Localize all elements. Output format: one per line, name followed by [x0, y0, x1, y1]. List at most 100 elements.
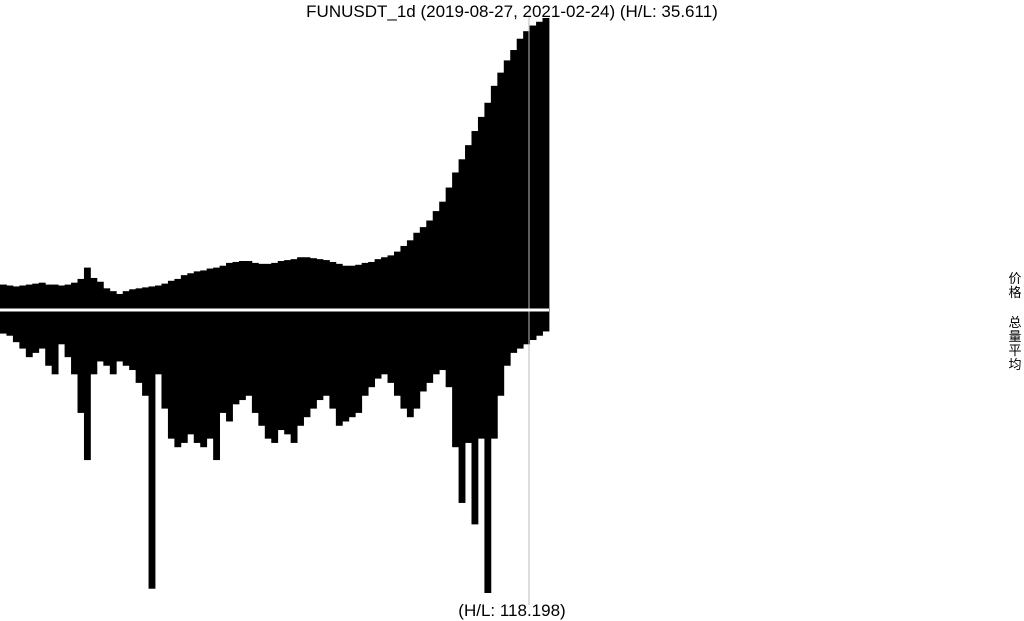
volume-bar — [51, 310, 59, 375]
price-bar — [284, 260, 292, 310]
price-bar — [96, 281, 104, 310]
price-bar — [303, 257, 311, 310]
volume-bar — [258, 310, 266, 426]
volume-bar — [200, 310, 208, 448]
volume-series — [0, 310, 550, 593]
price-bar — [406, 240, 414, 310]
volume-bar — [297, 310, 304, 426]
volume-bar — [419, 310, 427, 392]
price-bar — [477, 116, 485, 311]
volume-bar — [542, 310, 550, 332]
volume-bar — [167, 310, 175, 439]
price-bar — [25, 284, 33, 310]
price-bar — [19, 285, 27, 310]
volume-bar — [329, 310, 337, 409]
volume-bar — [290, 310, 298, 443]
price-bar — [342, 265, 350, 310]
price-bar — [400, 245, 408, 310]
price-bar — [58, 285, 65, 310]
volume-bar — [477, 310, 485, 439]
volume-bar — [135, 310, 143, 383]
volume-bar — [116, 310, 124, 362]
price-bar — [393, 251, 401, 310]
volume-bar — [348, 310, 356, 418]
volume-bar — [129, 310, 137, 371]
price-bar — [536, 21, 543, 311]
price-bar — [510, 50, 518, 310]
volume-bar — [458, 310, 466, 503]
volume-bar — [497, 310, 505, 396]
price-bar — [116, 293, 124, 310]
price-bar — [38, 282, 46, 310]
price-bar — [381, 257, 388, 310]
volume-bar — [174, 310, 182, 448]
price-bar — [290, 259, 298, 310]
price-bar — [51, 284, 59, 310]
volume-bar — [83, 310, 91, 461]
price-bar — [277, 261, 285, 310]
volume-bar — [471, 310, 479, 525]
volume-bar — [58, 310, 65, 345]
volume-bar — [426, 310, 434, 383]
price-bar — [503, 60, 511, 310]
volume-bar — [490, 310, 498, 439]
volume-bar — [374, 310, 382, 379]
price-bar — [374, 259, 382, 310]
volume-bar — [32, 310, 40, 353]
price-bar — [497, 72, 505, 310]
price-bar — [271, 262, 279, 310]
volume-bar — [393, 310, 401, 396]
volume-bar — [109, 310, 117, 375]
price-bar — [387, 255, 395, 310]
price-bar — [200, 270, 208, 310]
volume-bar — [77, 310, 85, 413]
volume-bar — [452, 310, 459, 448]
volume-bar — [484, 310, 492, 593]
volume-bar — [264, 310, 272, 439]
price-bar — [83, 267, 91, 310]
price-bar — [264, 263, 272, 310]
price-bar — [329, 261, 337, 310]
volume-bar — [245, 310, 253, 396]
volume-bar — [277, 310, 285, 431]
price-bar — [90, 277, 98, 310]
volume-bar — [381, 310, 388, 375]
volume-bar — [161, 310, 169, 409]
volume-bar — [38, 310, 46, 349]
volume-bar — [64, 310, 72, 358]
price-bar — [316, 259, 324, 310]
volume-bar — [193, 310, 201, 443]
volume-hl-label: (H/L: 118.198) — [458, 601, 566, 620]
volume-bar — [6, 310, 14, 336]
price-bar — [232, 261, 240, 310]
price-bar — [471, 131, 479, 310]
price-bar — [238, 261, 246, 310]
price-bar — [226, 262, 233, 310]
volume-bar — [284, 310, 292, 435]
price-bar — [335, 263, 343, 310]
price-bar — [77, 278, 85, 310]
volume-bar — [25, 310, 33, 358]
volume-bar — [19, 310, 27, 349]
price-bar — [310, 258, 317, 310]
volume-bar — [361, 310, 369, 396]
price-bar — [426, 220, 434, 310]
volume-bar — [523, 310, 531, 345]
price-bar — [109, 291, 117, 310]
price-bar — [122, 291, 130, 310]
price-bar — [129, 289, 137, 310]
price-bar — [484, 102, 492, 311]
price-bar — [445, 187, 453, 310]
volume-bar — [219, 310, 227, 413]
price-series — [0, 18, 550, 311]
volume-bar — [439, 310, 447, 371]
volume-bar — [503, 310, 511, 366]
volume-bar — [142, 310, 149, 396]
volume-bar — [355, 310, 363, 413]
price-bar — [219, 265, 227, 310]
price-bar — [213, 267, 220, 310]
price-bar — [174, 278, 182, 310]
price-bar — [413, 232, 421, 310]
price-bar — [251, 262, 259, 310]
